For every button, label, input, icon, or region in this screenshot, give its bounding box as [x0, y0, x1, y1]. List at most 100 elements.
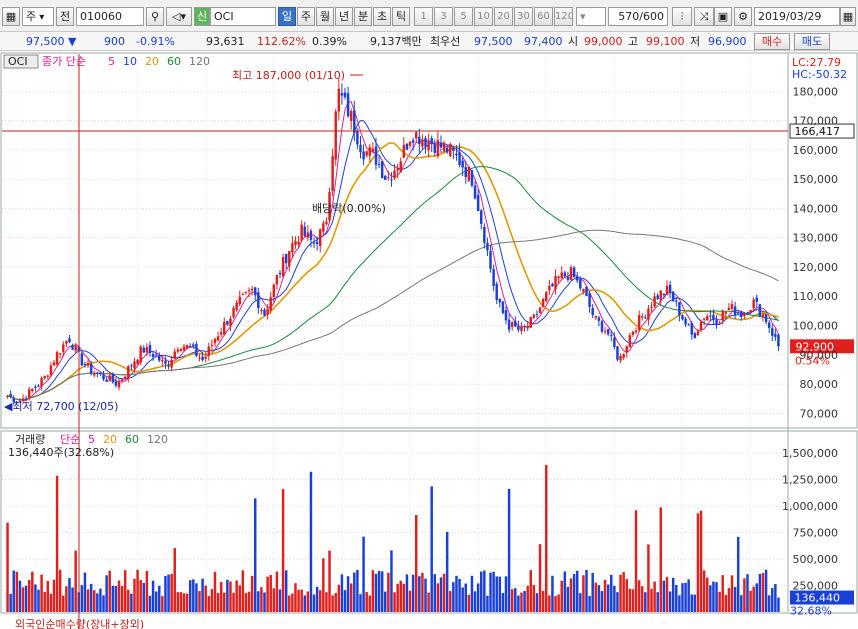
- volume-bar: [390, 550, 393, 612]
- candle-body: [315, 241, 319, 244]
- interval-button-1[interactable]: 1: [414, 7, 433, 26]
- volume-bar: [142, 583, 146, 612]
- buy-button[interactable]: 매수: [754, 33, 790, 50]
- candle-body: [631, 331, 635, 335]
- period-button-1[interactable]: 주: [297, 7, 315, 26]
- candle-body: [49, 365, 53, 376]
- volume-bar: [464, 583, 467, 612]
- period-button-4[interactable]: 분: [354, 7, 372, 26]
- count-field[interactable]: 570/600: [608, 7, 668, 26]
- interval-button-30[interactable]: 30: [514, 7, 533, 26]
- volume-bar: [108, 570, 111, 612]
- interval-button-120[interactable]: 120: [554, 7, 573, 26]
- candle-body: [771, 328, 774, 336]
- volume-bar: [55, 475, 59, 612]
- volume-bar: [377, 570, 381, 612]
- price-change-pct: -0.91%: [136, 35, 175, 48]
- save-icon[interactable]: ▣: [714, 7, 732, 26]
- bar-type-icon[interactable]: ⫶: [672, 7, 692, 26]
- price-ma-period: 120: [189, 55, 210, 68]
- volume-bar: [89, 583, 93, 612]
- candle-body: [653, 296, 656, 307]
- sound-icon[interactable]: ◁▾: [166, 7, 192, 26]
- volume-bar: [260, 587, 263, 612]
- date-field[interactable]: 2019/03/29: [754, 7, 840, 26]
- candle-body: [603, 330, 607, 332]
- grid-icon[interactable]: ▦: [2, 7, 20, 26]
- volume-bar: [690, 594, 694, 612]
- candle-body: [46, 375, 50, 377]
- candle-body: [767, 322, 771, 328]
- candle-body: [625, 346, 628, 353]
- candle-body: [579, 279, 582, 289]
- stock-name-field: OCI: [210, 7, 276, 26]
- open-price: 99,000: [584, 35, 623, 48]
- calendar-icon[interactable]: ▦: [840, 7, 856, 26]
- stock-name-value: OCI: [214, 10, 234, 23]
- candle-body: [743, 312, 746, 317]
- period-button-3[interactable]: 년: [335, 7, 353, 26]
- volume-bar: [272, 588, 276, 612]
- interval-button-10[interactable]: 10: [474, 7, 493, 26]
- volume-bar: [105, 575, 108, 612]
- volume-bar: [195, 583, 198, 612]
- sell-button[interactable]: 매도: [794, 33, 830, 50]
- search-icon[interactable]: ⚲: [146, 7, 164, 26]
- prev-button[interactable]: 전: [56, 7, 74, 26]
- volume-bar: [433, 574, 437, 612]
- candle-body: [554, 275, 557, 289]
- volume-bar: [151, 580, 155, 612]
- candle-body: [421, 139, 424, 147]
- compare-icon[interactable]: ⤨: [694, 7, 714, 26]
- candle-body: [291, 243, 294, 253]
- volume-bar: [514, 588, 517, 612]
- volume-bar: [427, 592, 430, 612]
- candle-body: [247, 290, 251, 292]
- interval-button-20[interactable]: 20: [494, 7, 513, 26]
- candle-body: [647, 308, 650, 320]
- volume-bar: [167, 574, 170, 612]
- price-panel-frame: [0, 52, 858, 429]
- period-button-5[interactable]: 초: [373, 7, 391, 26]
- period-button-0[interactable]: 일: [278, 7, 296, 26]
- volume-bar: [207, 595, 211, 612]
- code-input[interactable]: 010060: [76, 7, 144, 26]
- volume-bar: [671, 577, 675, 612]
- candle-body: [706, 316, 709, 321]
- candle-body: [89, 364, 93, 374]
- price-tick-label: 90,000: [800, 349, 839, 362]
- volume-bar: [188, 580, 192, 612]
- stock-name-label: OCI: [8, 55, 28, 68]
- interval-button-60[interactable]: 60: [534, 7, 553, 26]
- candle-body: [551, 283, 554, 287]
- candle-body: [634, 330, 638, 333]
- gear-icon[interactable]: ⚙: [734, 7, 752, 26]
- volume-bar: [659, 507, 663, 612]
- volume-bar: [730, 575, 734, 612]
- candle-body: [229, 318, 232, 326]
- period-button-6[interactable]: 틱: [392, 7, 410, 26]
- candle-body: [325, 221, 328, 224]
- current-price: 97,500 ▼: [26, 35, 77, 48]
- market-select[interactable]: 주 ▾: [22, 7, 54, 26]
- volume-bar: [300, 589, 303, 612]
- candle-body: [545, 292, 548, 302]
- candle-body: [195, 343, 198, 356]
- volume-bar: [133, 578, 136, 612]
- candle-body: [699, 321, 703, 330]
- range-select[interactable]: ▾: [576, 7, 606, 26]
- volume-bar: [331, 595, 334, 612]
- turnover-pct: 0.39%: [312, 35, 347, 48]
- volume-bar: [325, 592, 328, 612]
- period-button-2[interactable]: 월: [316, 7, 334, 26]
- candle-body: [693, 333, 697, 339]
- interval-button-3[interactable]: 3: [434, 7, 453, 26]
- volume-bar: [681, 583, 684, 612]
- volume-bar: [340, 574, 344, 612]
- volume-bar: [213, 571, 217, 612]
- candle-body: [637, 315, 641, 331]
- volume-bar: [736, 536, 740, 612]
- candle-body: [130, 365, 133, 367]
- interval-button-5[interactable]: 5: [454, 7, 473, 26]
